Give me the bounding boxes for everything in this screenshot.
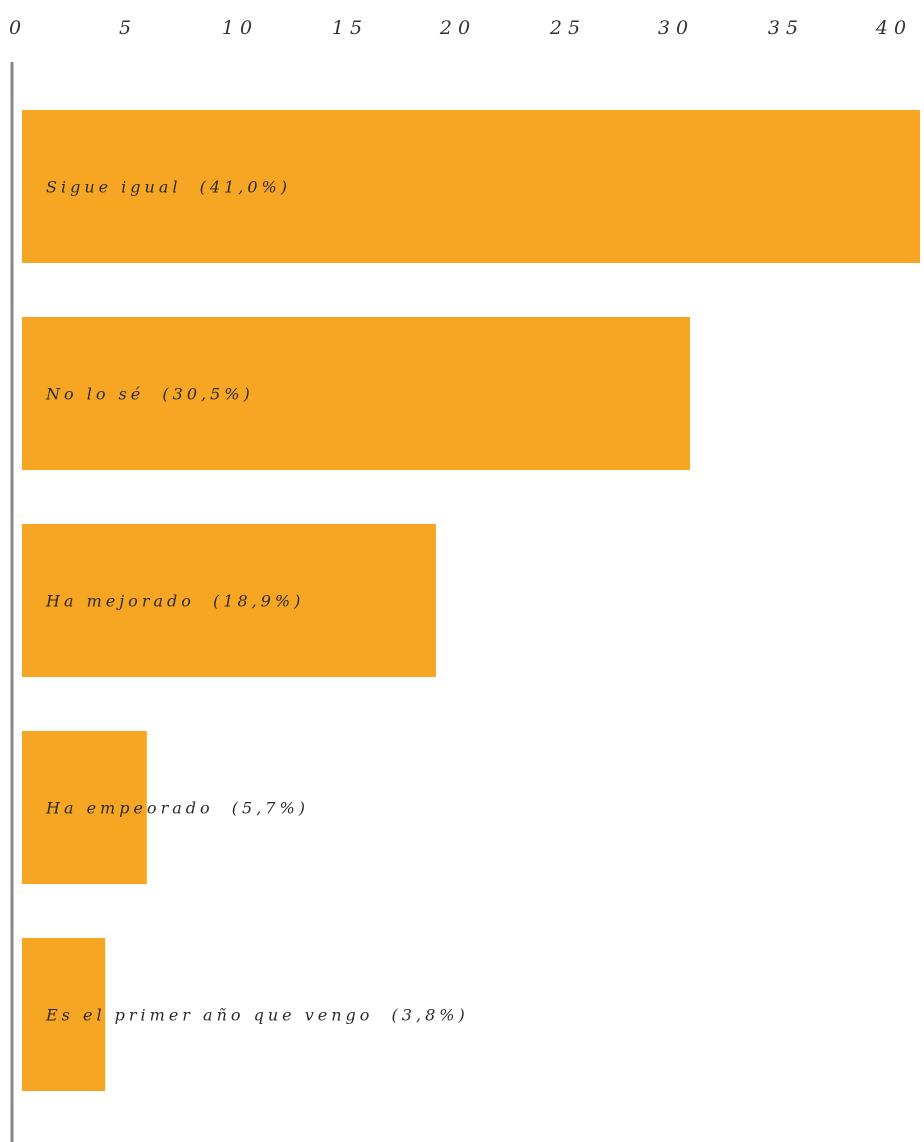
x-tick-label: 35	[768, 17, 804, 39]
bar-label: Ha mejorado (18,9%)	[45, 592, 304, 611]
bar	[22, 110, 920, 263]
x-tick-label: 20	[439, 17, 476, 39]
bar	[22, 731, 147, 884]
x-axis-ticks: 0 5 10 15 20 25 30 35 40	[9, 17, 912, 39]
x-tick-label: 30	[658, 17, 694, 39]
x-tick-label: 40	[875, 17, 912, 39]
x-tick-label: 0	[9, 17, 27, 39]
bar	[22, 938, 106, 1091]
bar-label: Ha empeorado (5,7%)	[45, 799, 309, 818]
bar	[22, 317, 691, 470]
bar	[22, 524, 436, 677]
x-tick-label: 5	[119, 17, 137, 39]
bars-group: Sigue igual (41,0%) No lo sé (30,5%) Ha me…	[22, 110, 920, 1091]
bar-label: Sigue igual (41,0%)	[46, 178, 291, 197]
x-tick-label: 10	[222, 17, 258, 39]
x-tick-label: 25	[549, 17, 586, 39]
bar-label: Es el primer año que vengo (3,8%)	[45, 1006, 469, 1025]
x-tick-label: 15	[332, 17, 368, 39]
bar-label: No lo sé (30,5%)	[45, 385, 254, 404]
